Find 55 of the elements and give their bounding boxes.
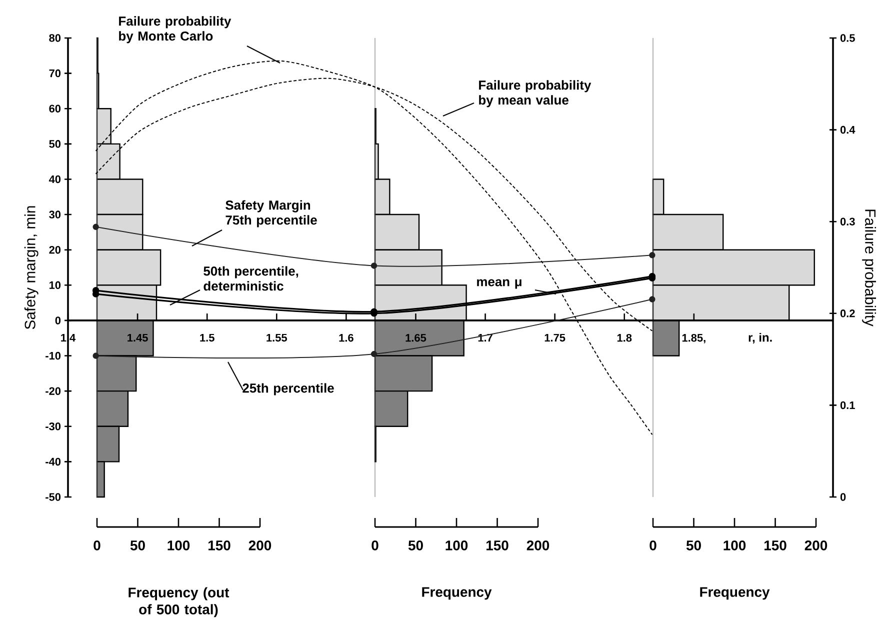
x-tick-label: 0: [372, 540, 378, 550]
x-tick-label: 1.45: [128, 334, 148, 342]
x-tick-label: 1.55: [266, 334, 287, 342]
x-tick-label: 200: [248, 540, 272, 550]
y-tick-label: 50: [49, 140, 61, 148]
y2-tick-label: 0.1: [840, 401, 855, 410]
series-label: 25th percentile: [242, 383, 334, 396]
x-tick-label: 1.8: [617, 334, 632, 342]
x-axis-title: Frequency: [700, 587, 770, 600]
x-axis-title: Frequency (out of 500 total): [128, 587, 230, 618]
y-tick-label: 70: [49, 69, 61, 78]
series-label: Safety Margin 75th percentile: [226, 200, 317, 228]
y2-axis-title: Failure probability: [862, 210, 876, 326]
x-tick-label: 50: [130, 540, 145, 550]
x-tick-label: 1.6: [339, 334, 354, 342]
legend-label: mean μ: [477, 279, 522, 289]
series-label: 50th percentile, deterministic: [204, 266, 298, 291]
y-tick-label: 20: [49, 246, 61, 254]
series-label: Failure probability by Monte Carlo: [119, 16, 232, 44]
y-tick-label: 60: [49, 104, 61, 112]
y2-tick-label: 0.5: [840, 34, 855, 42]
x-tick-label: 50: [408, 540, 423, 550]
y2-tick-label: 0: [840, 493, 846, 501]
y2-tick-label: 0.4: [840, 126, 856, 134]
x-tick-label: 150: [486, 540, 508, 550]
x-tick-label: 1.85,: [682, 334, 706, 344]
y-tick-label: -30: [46, 422, 61, 430]
x-tick-label: 1.75: [544, 334, 566, 342]
y-axis-title: Safety margin, min: [24, 206, 38, 330]
x-tick-label: 150: [208, 540, 230, 550]
x-tick-label: 0: [94, 540, 100, 550]
y-tick-label: 0: [55, 316, 61, 324]
y-tick-label: 80: [49, 34, 61, 42]
y2-tick-label: 0.3: [840, 218, 855, 226]
x-tick-label: 0: [650, 540, 656, 550]
x-tick-label: 200: [526, 540, 550, 550]
x-tick-label: 50: [686, 540, 701, 550]
y-tick-label: 10: [49, 281, 61, 290]
x-axis-title: r, in.: [748, 332, 772, 344]
y-tick-label: 30: [49, 210, 61, 218]
y2-tick-label: 0.2: [840, 310, 855, 318]
y-tick-label: -10: [46, 352, 61, 360]
y-tick-label: -50: [46, 493, 61, 501]
text: Failure probability by mean value: [479, 80, 592, 108]
x-tick-label: 1.65: [406, 334, 426, 342]
x-tick-label: 150: [764, 540, 786, 550]
y-tick-label: -20: [46, 387, 61, 395]
x-axis-title: Frequency: [422, 587, 492, 600]
x-tick-label: 1.5: [200, 334, 214, 342]
y-tick-label: -40: [46, 458, 61, 466]
x-tick-label: 100: [168, 540, 190, 550]
y-tick-label: 40: [48, 175, 61, 184]
x-tick-label: 100: [724, 540, 746, 550]
x-tick-label: 100: [446, 540, 468, 550]
x-tick-label: 200: [804, 540, 828, 550]
